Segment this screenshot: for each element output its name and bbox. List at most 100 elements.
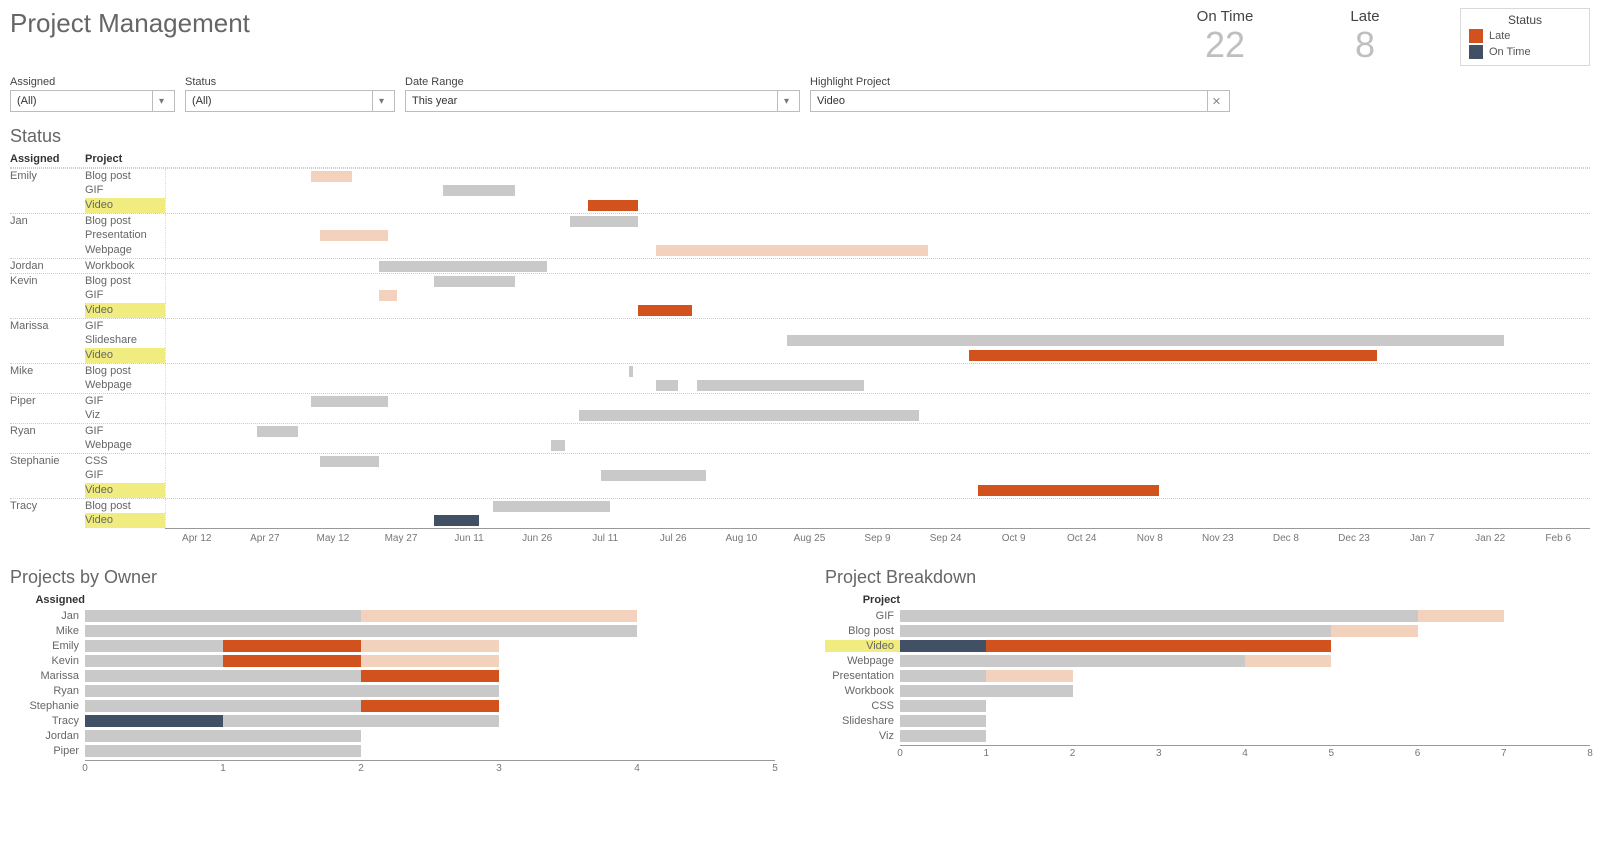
gantt-bar[interactable] (656, 245, 928, 256)
gantt-row[interactable]: Presentation (10, 228, 1590, 243)
hbar-segment[interactable] (85, 730, 361, 742)
gantt-row[interactable]: JanBlog post (10, 213, 1590, 228)
hbar-segment[interactable] (986, 640, 1331, 652)
hbar-segment[interactable] (986, 670, 1072, 682)
hbar-row[interactable]: Presentation (825, 668, 1590, 683)
hbar-row[interactable]: CSS (825, 698, 1590, 713)
hbar-segment[interactable] (223, 715, 499, 727)
hbar-row[interactable]: Tracy (10, 713, 775, 728)
hbar-row[interactable]: Jan (10, 608, 775, 623)
hbar-segment[interactable] (900, 700, 986, 712)
hbar-segment[interactable] (900, 685, 1073, 697)
clear-highlight-icon[interactable]: ✕ (1207, 91, 1225, 111)
gantt-bar[interactable] (320, 456, 379, 467)
gantt-bar[interactable] (656, 380, 679, 391)
hbar-segment[interactable] (900, 670, 986, 682)
hbar-segment[interactable] (85, 685, 499, 697)
gantt-bar[interactable] (443, 185, 516, 196)
hbar-row[interactable]: GIF (825, 608, 1590, 623)
hbar-segment[interactable] (361, 640, 499, 652)
gantt-row[interactable]: Video (10, 303, 1590, 318)
hbar-segment[interactable] (1418, 610, 1504, 622)
gantt-row[interactable]: PiperGIF (10, 393, 1590, 408)
hbar-segment[interactable] (361, 670, 499, 682)
gantt-row[interactable]: Video (10, 483, 1590, 498)
hbar-row[interactable]: Piper (10, 743, 775, 758)
hbar-segment[interactable] (361, 700, 499, 712)
gantt-bar[interactable] (434, 515, 479, 526)
hbar-segment[interactable] (900, 625, 1331, 637)
hbar-row[interactable]: Emily (10, 638, 775, 653)
hbar-segment[interactable] (361, 655, 499, 667)
hbar-segment[interactable] (223, 640, 361, 652)
gantt-row[interactable]: Slideshare (10, 333, 1590, 348)
gantt-row[interactable]: MikeBlog post (10, 363, 1590, 378)
hbar-segment[interactable] (85, 610, 361, 622)
gantt-bar[interactable] (579, 410, 919, 421)
gantt-row[interactable]: KevinBlog post (10, 273, 1590, 288)
gantt-bar[interactable] (588, 200, 638, 211)
hbar-segment[interactable] (223, 655, 361, 667)
gantt-row[interactable]: EmilyBlog post (10, 168, 1590, 183)
gantt-row[interactable]: GIF (10, 183, 1590, 198)
gantt-bar[interactable] (638, 305, 692, 316)
hbar-segment[interactable] (85, 670, 361, 682)
gantt-row[interactable]: GIF (10, 468, 1590, 483)
gantt-bar[interactable] (969, 350, 1377, 361)
gantt-row[interactable]: Webpage (10, 243, 1590, 258)
hbar-row[interactable]: Jordan (10, 728, 775, 743)
gantt-bar[interactable] (787, 335, 1504, 346)
gantt-bar[interactable] (434, 276, 516, 287)
filter-highlight-select[interactable]: Video ✕ (810, 90, 1230, 112)
legend-item-on-time[interactable]: On Time (1469, 45, 1581, 59)
gantt-bar[interactable] (379, 290, 397, 301)
gantt-bar[interactable] (570, 216, 638, 227)
hbar-segment[interactable] (900, 730, 986, 742)
gantt-bar[interactable] (551, 440, 565, 451)
hbar-row[interactable]: Kevin (10, 653, 775, 668)
gantt-row[interactable]: Webpage (10, 438, 1590, 453)
gantt-row[interactable]: StephanieCSS (10, 453, 1590, 468)
hbar-row[interactable]: Stephanie (10, 698, 775, 713)
gantt-row[interactable]: JordanWorkbook (10, 258, 1590, 273)
hbar-row[interactable]: Mike (10, 623, 775, 638)
gantt-row[interactable]: Video (10, 513, 1590, 528)
filter-status-select[interactable]: (All) ▾ (185, 90, 395, 112)
hbar-row[interactable]: Viz (825, 728, 1590, 743)
gantt-bar[interactable] (320, 230, 388, 241)
gantt-bar[interactable] (493, 501, 611, 512)
hbar-row[interactable]: Blog post (825, 623, 1590, 638)
hbar-row[interactable]: Webpage (825, 653, 1590, 668)
hbar-segment[interactable] (900, 610, 1418, 622)
hbar-row[interactable]: Video (825, 638, 1590, 653)
gantt-bar[interactable] (311, 171, 352, 182)
gantt-bar[interactable] (379, 261, 547, 272)
hbar-segment[interactable] (85, 745, 361, 757)
gantt-row[interactable]: GIF (10, 288, 1590, 303)
gantt-bar[interactable] (601, 470, 705, 481)
gantt-row[interactable]: Video (10, 198, 1590, 213)
gantt-row[interactable]: TracyBlog post (10, 498, 1590, 513)
hbar-segment[interactable] (85, 625, 637, 637)
gantt-row[interactable]: RyanGIF (10, 423, 1590, 438)
filter-assigned-select[interactable]: (All) ▾ (10, 90, 175, 112)
hbar-segment[interactable] (1331, 625, 1417, 637)
hbar-segment[interactable] (900, 640, 986, 652)
hbar-segment[interactable] (85, 715, 223, 727)
gantt-bar[interactable] (311, 396, 388, 407)
gantt-bar[interactable] (978, 485, 1159, 496)
gantt-row[interactable]: MarissaGIF (10, 318, 1590, 333)
hbar-row[interactable]: Marissa (10, 668, 775, 683)
hbar-segment[interactable] (85, 655, 223, 667)
hbar-segment[interactable] (85, 640, 223, 652)
hbar-segment[interactable] (1245, 655, 1331, 667)
gantt-bar[interactable] (257, 426, 298, 437)
gantt-bar[interactable] (697, 380, 865, 391)
legend-item-late[interactable]: Late (1469, 29, 1581, 43)
hbar-segment[interactable] (361, 610, 637, 622)
hbar-segment[interactable] (900, 715, 986, 727)
gantt-bar[interactable] (629, 366, 634, 377)
hbar-segment[interactable] (900, 655, 1245, 667)
gantt-row[interactable]: Video (10, 348, 1590, 363)
hbar-segment[interactable] (85, 700, 361, 712)
